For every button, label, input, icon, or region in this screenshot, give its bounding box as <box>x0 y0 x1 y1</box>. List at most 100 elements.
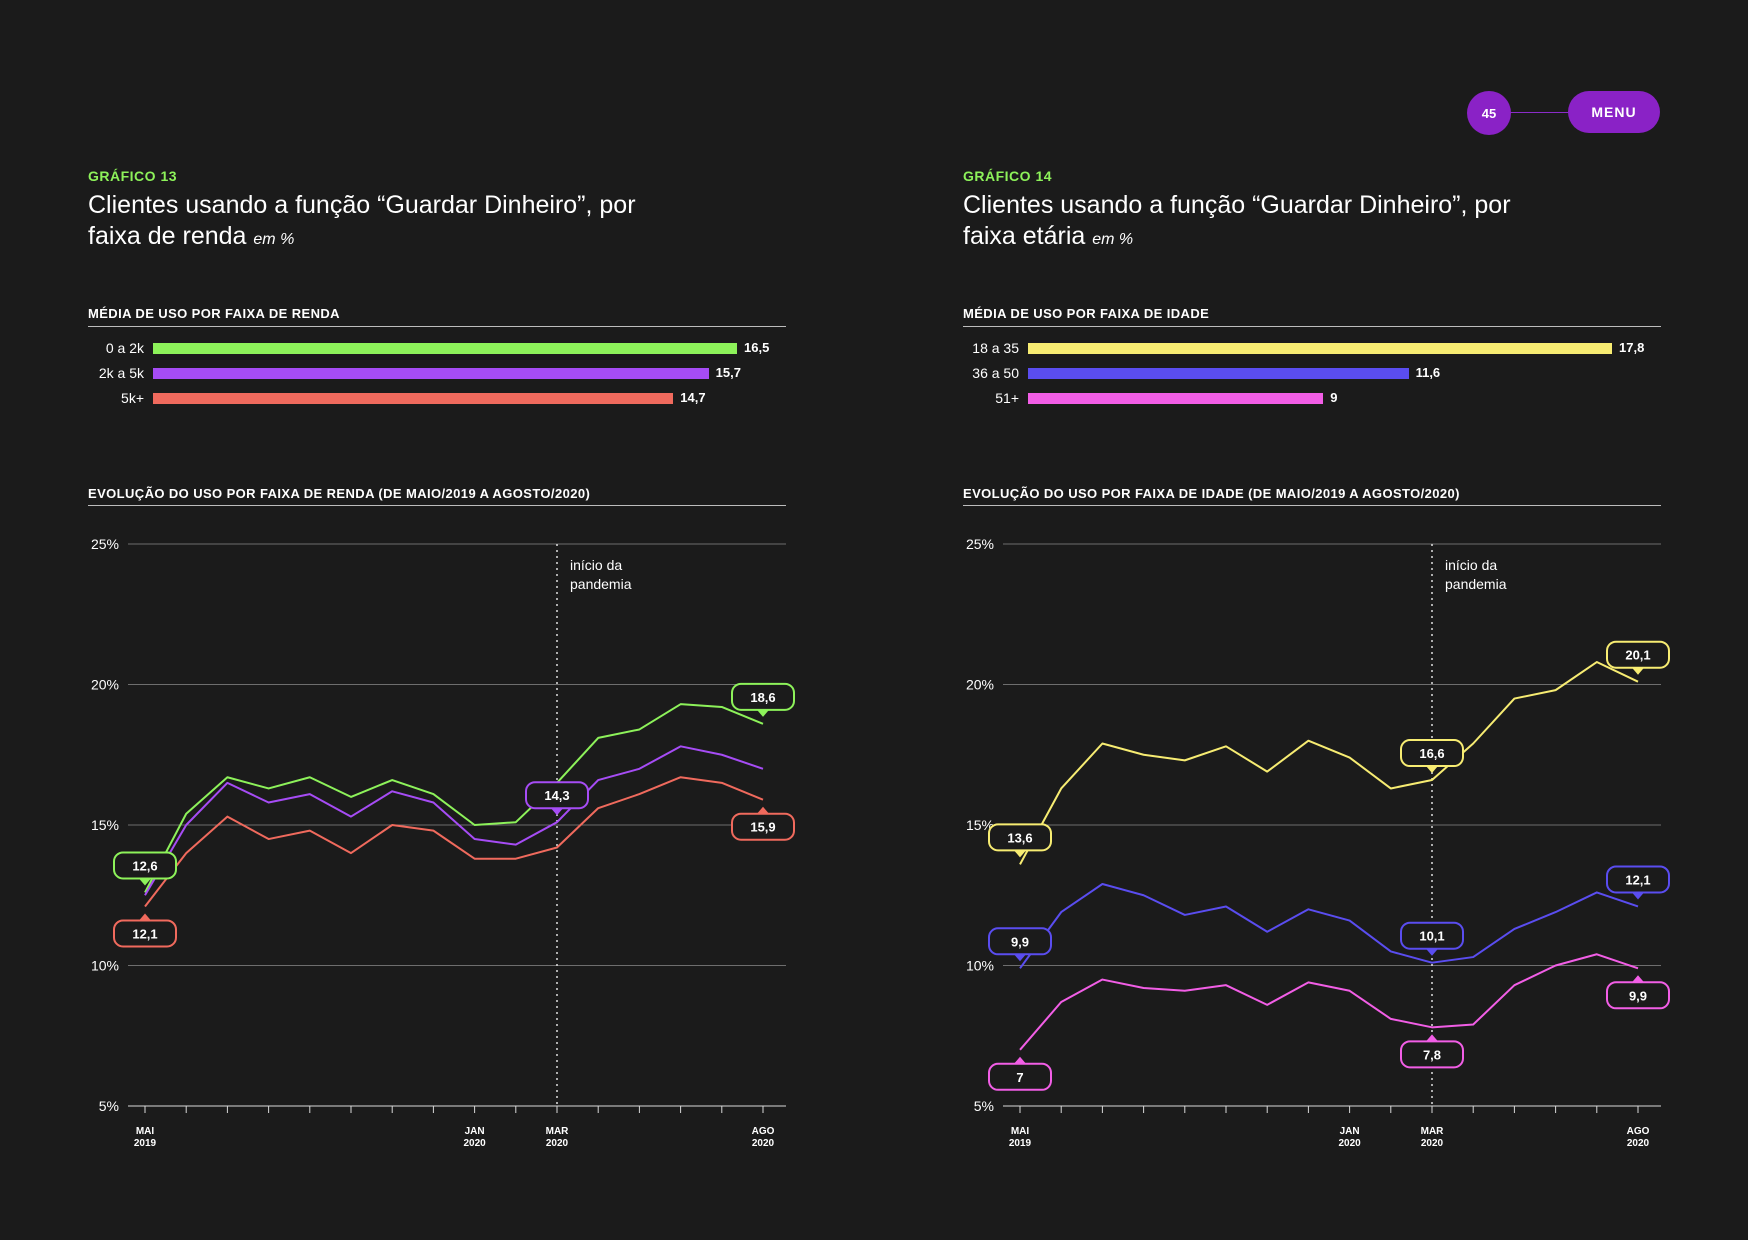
pandemic-annotation: pandemia <box>570 576 632 592</box>
figure-label: GRÁFICO 13 <box>88 168 178 184</box>
data-callout: 20,1 <box>1606 640 1670 675</box>
bar <box>1028 368 1409 379</box>
bar <box>153 393 674 404</box>
data-callout: 18,6 <box>731 682 795 717</box>
callout-box <box>988 823 1052 852</box>
x-tick-label: 2020 <box>463 1138 486 1149</box>
callout-value-label: 14,3 <box>544 788 569 803</box>
callout-value-label: 7,8 <box>1423 1047 1441 1062</box>
callout-pointer <box>1426 766 1438 774</box>
y-tick-label: 20% <box>91 677 119 693</box>
data-callout: 10,1 <box>1400 921 1464 956</box>
callout-pointer <box>757 709 769 717</box>
line-chart-renda: 5%10%15%20%25%MAI2019JAN2020MAR2020AGO20… <box>91 536 795 1149</box>
bar-value-label: 17,8 <box>1619 340 1645 355</box>
callout-value-label: 20,1 <box>1625 648 1650 663</box>
bar-value-label: 14,7 <box>680 390 706 405</box>
bar-label: 5k+ <box>121 390 144 406</box>
callout-box <box>1400 739 1464 768</box>
x-tick-label: 2020 <box>1338 1138 1361 1149</box>
y-tick-label: 10% <box>966 958 994 974</box>
x-tick-label: MAI <box>136 1126 155 1137</box>
bar-row: 0 a 2k 16,5 <box>88 340 788 356</box>
callout-pointer <box>1632 892 1644 900</box>
x-tick-label: MAR <box>1421 1126 1445 1137</box>
bar <box>1028 343 1612 354</box>
callout-value-label: 12,1 <box>1625 872 1650 887</box>
data-callout: 9,9 <box>988 927 1052 962</box>
bars-section-title: MÉDIA DE USO POR FAIXA DE RENDA <box>88 306 340 321</box>
x-tick-label: MAR <box>546 1126 570 1137</box>
pandemic-annotation: início da <box>570 557 622 573</box>
callout-pointer <box>1632 975 1644 983</box>
bar <box>153 343 737 354</box>
callout-box <box>731 682 795 711</box>
data-callout: 12,1 <box>113 913 177 948</box>
section-divider <box>88 326 786 327</box>
panel-grafico-14: GRÁFICO 14 Clientes usando a função “Gua… <box>963 0 1670 1240</box>
callout-value-label: 16,6 <box>1419 746 1444 761</box>
menu-button[interactable]: MENU <box>1568 91 1660 133</box>
callout-pointer <box>1426 948 1438 956</box>
callout-box <box>988 1062 1052 1091</box>
bar <box>153 368 709 379</box>
callout-value-label: 12,1 <box>132 926 157 941</box>
bar-label: 18 a 35 <box>972 340 1019 356</box>
callout-pointer <box>1632 667 1644 675</box>
series-line <box>144 776 764 908</box>
x-tick-label: 2019 <box>134 1138 157 1149</box>
callout-value-label: 9,9 <box>1011 934 1029 949</box>
y-tick-label: 15% <box>91 817 119 833</box>
callout-box <box>1400 1040 1464 1069</box>
bar-row: 2k a 5k 15,7 <box>88 365 788 381</box>
callout-pointer <box>1014 1056 1026 1064</box>
section-divider <box>963 505 1661 506</box>
x-tick-label: JAN <box>465 1126 485 1137</box>
data-callout: 15,9 <box>731 806 795 841</box>
data-callout: 13,6 <box>988 823 1052 858</box>
line-section-title: EVOLUÇÃO DO USO POR FAIXA DE RENDA (DE M… <box>88 486 591 501</box>
callout-pointer <box>1014 954 1026 962</box>
line-chart-idade: 5%10%15%20%25%MAI2019JAN2020MAR2020AGO20… <box>966 536 1670 1149</box>
callout-pointer <box>551 808 563 816</box>
data-callout: 16,6 <box>1400 739 1464 774</box>
series-line <box>144 703 764 893</box>
callout-value-label: 9,9 <box>1629 988 1647 1003</box>
bar-value-label: 16,5 <box>744 340 770 355</box>
x-tick-label: MAI <box>1011 1126 1030 1137</box>
series-line <box>1019 661 1639 865</box>
chart-title: Clientes usando a função “Guardar Dinhei… <box>963 190 1523 255</box>
chart-title-text: Clientes usando a função “Guardar Dinhei… <box>963 191 1511 250</box>
x-tick-label: 2020 <box>546 1138 569 1149</box>
bar-row: 51+ 9 <box>963 390 1663 406</box>
x-tick-label: AGO <box>1627 1126 1650 1137</box>
data-callout: 7 <box>988 1056 1052 1091</box>
data-callout: 7,8 <box>1400 1034 1464 1069</box>
x-tick-label: 2020 <box>1627 1138 1650 1149</box>
y-tick-label: 15% <box>966 817 994 833</box>
bar-value-label: 9 <box>1330 390 1338 405</box>
nav-connector-line <box>1507 112 1580 113</box>
data-callout: 9,9 <box>1606 975 1670 1010</box>
callout-value-label: 15,9 <box>750 820 775 835</box>
callout-pointer <box>139 913 151 921</box>
series-line <box>144 745 764 896</box>
section-divider <box>963 326 1661 327</box>
bar-row: 5k+ 14,7 <box>88 390 788 406</box>
y-tick-label: 20% <box>966 677 994 693</box>
panel-grafico-13: GRÁFICO 13 Clientes usando a função “Gua… <box>88 0 795 1240</box>
bar <box>1028 393 1324 404</box>
bar-value-label: 15,7 <box>715 365 741 380</box>
chart-title-unit: em % <box>1092 231 1134 248</box>
x-tick-label: AGO <box>752 1126 775 1137</box>
y-tick-label: 25% <box>91 536 119 552</box>
callout-pointer <box>757 806 769 814</box>
callout-pointer <box>139 878 151 886</box>
callout-value-label: 10,1 <box>1419 929 1444 944</box>
series-line <box>1019 953 1639 1051</box>
line-section-title: EVOLUÇÃO DO USO POR FAIXA DE IDADE (DE M… <box>963 486 1460 501</box>
figure-label: GRÁFICO 14 <box>963 168 1053 184</box>
x-tick-label: 2020 <box>752 1138 775 1149</box>
chart-title-unit: em % <box>253 231 295 248</box>
x-tick-label: 2019 <box>1009 1138 1032 1149</box>
